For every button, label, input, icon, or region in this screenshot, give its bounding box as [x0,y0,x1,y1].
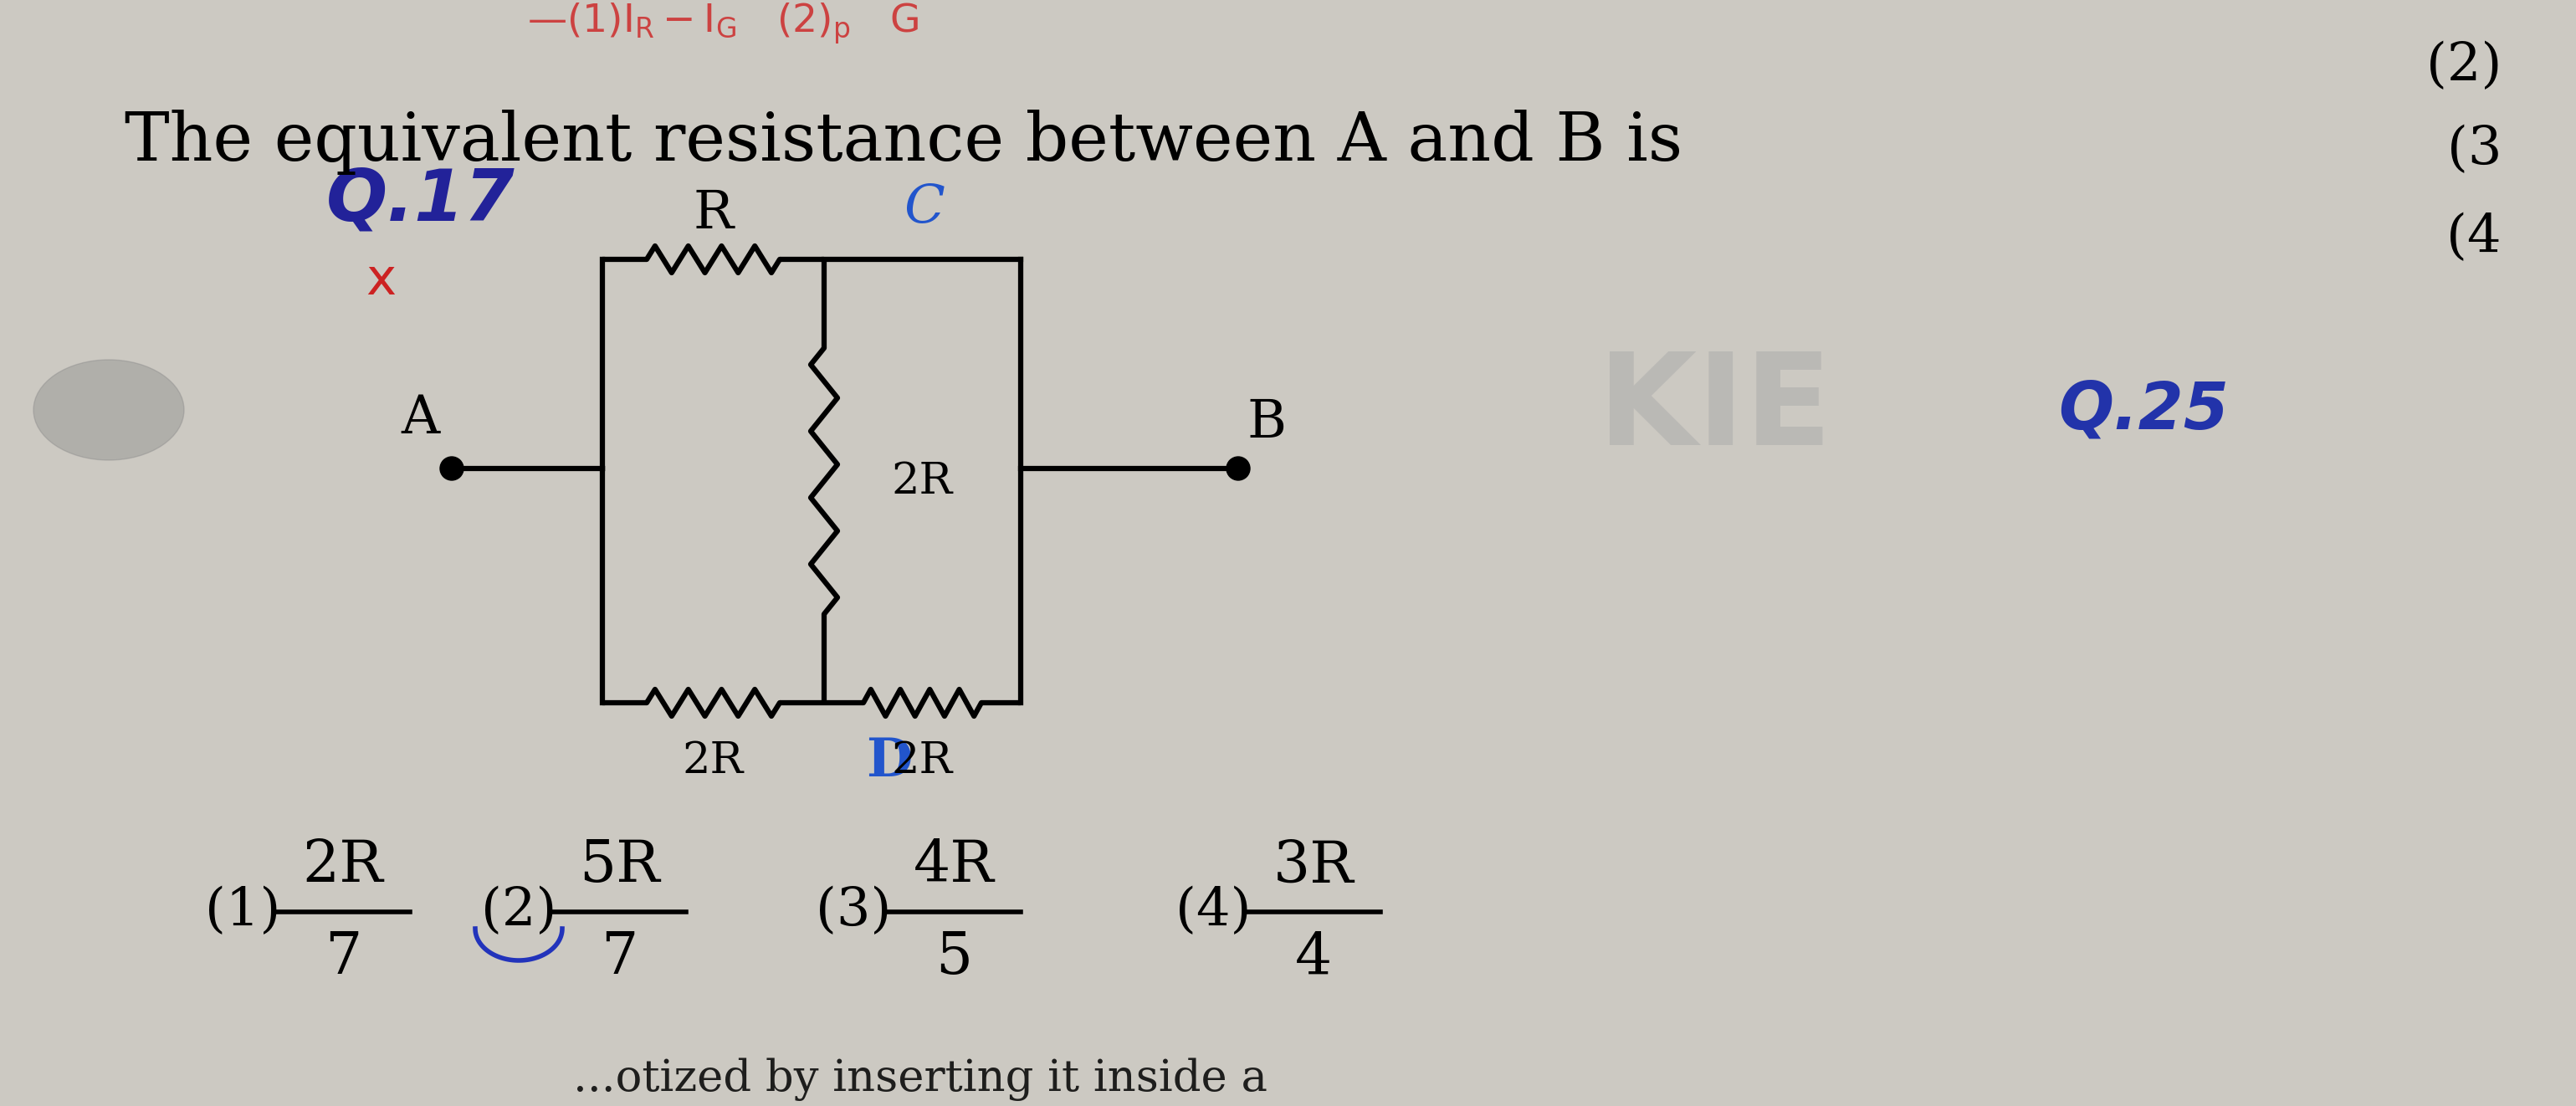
Text: x: x [366,255,397,305]
Text: C: C [904,184,945,234]
Text: 3R: 3R [1273,838,1355,894]
Text: (2): (2) [482,886,556,938]
Text: 2R: 2R [301,838,384,894]
Circle shape [440,457,464,480]
Ellipse shape [33,359,183,460]
Text: Q.25: Q.25 [2058,378,2228,441]
Text: (1): (1) [206,886,281,938]
Text: A: A [402,393,440,444]
Text: R: R [693,188,734,239]
Text: 2R: 2R [891,460,953,502]
Text: (3: (3 [2447,125,2501,176]
Text: 2R: 2R [891,740,953,783]
Text: 4R: 4R [914,838,994,894]
Text: D: D [866,735,912,786]
Text: 5: 5 [935,930,971,985]
Text: 4: 4 [1296,930,1332,985]
Text: KIE: KIE [1597,347,1832,472]
Circle shape [1226,457,1249,480]
Text: (3): (3) [817,886,891,938]
Text: B: B [1247,397,1285,448]
Text: (4): (4) [1175,886,1252,938]
Text: 7: 7 [600,930,639,985]
Text: (4: (4 [2447,212,2501,264]
Text: 2R: 2R [683,740,744,783]
Text: ...otized by inserting it inside a: ...otized by inserting it inside a [572,1057,1267,1100]
Text: 5R: 5R [580,838,659,894]
Text: (2): (2) [2427,41,2501,93]
Text: 7: 7 [325,930,361,985]
Text: The equivalent resistance between A and B is: The equivalent resistance between A and … [124,109,1682,175]
Text: Q.17: Q.17 [327,166,515,236]
Text: $\mathrm{—(1)I_R - I_G \quad (2)_p \quad G}$: $\mathrm{—(1)I_R - I_G \quad (2)_p \quad… [528,1,920,45]
